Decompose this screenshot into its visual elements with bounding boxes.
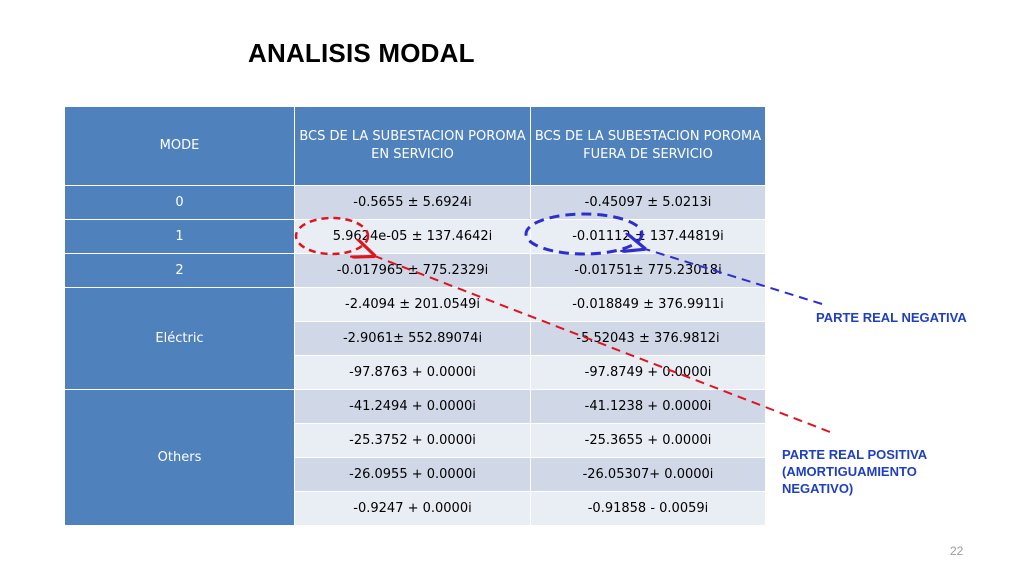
table-row: -0.9247 + 0.0000i -0.91858 - 0.0059i [65, 491, 766, 526]
table-header-row: MODE BCS DE LA SUBESTACION POROMA EN SER… [64, 106, 766, 186]
in-service-value: -97.8763 + 0.0000i [294, 355, 531, 390]
red-pointer-arrow [372, 255, 831, 433]
modal-analysis-table: MODE BCS DE LA SUBESTACION POROMA EN SER… [64, 106, 766, 526]
header-mode: MODE [64, 106, 295, 186]
table-row: -26.0955 + 0.0000i -26.05307+ 0.0000i [65, 457, 766, 492]
positive-label-line: (AMORTIGUAMIENTO [782, 464, 917, 479]
mode-cell: 2 [64, 253, 295, 288]
out-of-service-value: -26.05307+ 0.0000i [530, 457, 766, 492]
red-highlight-ellipse [294, 216, 370, 256]
out-of-service-value: -0.91858 - 0.0059i [530, 491, 766, 526]
positive-label-line: NEGATIVO) [782, 481, 854, 496]
blue-highlight-ellipse [524, 212, 644, 256]
blue-pointer-arrow [642, 248, 823, 305]
positive-real-part-label: PARTE REAL POSITIVA (AMORTIGUAMIENTO NEG… [782, 446, 927, 497]
mode-cell-others: Others [64, 389, 295, 526]
header-in-service: BCS DE LA SUBESTACION POROMA EN SERVICIO [294, 106, 531, 186]
in-service-value: -0.017965 ± 775.2329i [294, 253, 531, 288]
in-service-value: 5.9624e-05 ± 137.4642i [294, 219, 531, 254]
negative-real-part-label: PARTE REAL NEGATIVA [816, 310, 967, 325]
mode-cell-electric: Eléctric [64, 287, 295, 390]
out-of-service-value: -0.018849 ± 376.9911i [530, 287, 766, 322]
table-row: 1 5.9624e-05 ± 137.4642i -0.01112 ± 137.… [64, 219, 766, 254]
table-row: -2.9061± 552.89074i -5.52043 ± 376.9812i [65, 321, 766, 356]
in-service-value: -0.9247 + 0.0000i [294, 491, 531, 526]
in-service-value: -25.3752 + 0.0000i [294, 423, 531, 458]
out-of-service-value: -41.1238 + 0.0000i [530, 389, 766, 424]
table-row: 2 -0.017965 ± 775.2329i -0.01751± 775.23… [64, 253, 766, 288]
table-row: Others -41.2494 + 0.0000i -41.1238 + 0.0… [64, 389, 766, 526]
in-service-value: -41.2494 + 0.0000i [294, 389, 531, 424]
out-of-service-value: -5.52043 ± 376.9812i [530, 321, 766, 356]
mode-cell: 0 [64, 185, 295, 220]
page-number: 22 [950, 544, 964, 558]
out-of-service-value: -0.45097 ± 5.0213i [530, 185, 766, 220]
positive-label-line: PARTE REAL POSITIVA [782, 447, 928, 462]
out-of-service-value: -0.01751± 775.23018i [530, 253, 766, 288]
header-out-of-service: BCS DE LA SUBESTACION POROMA FUERA DE SE… [530, 106, 766, 186]
mode-cell: 1 [64, 219, 295, 254]
slide-title: ANALISIS MODAL [248, 38, 475, 68]
in-service-value: -26.0955 + 0.0000i [294, 457, 531, 492]
